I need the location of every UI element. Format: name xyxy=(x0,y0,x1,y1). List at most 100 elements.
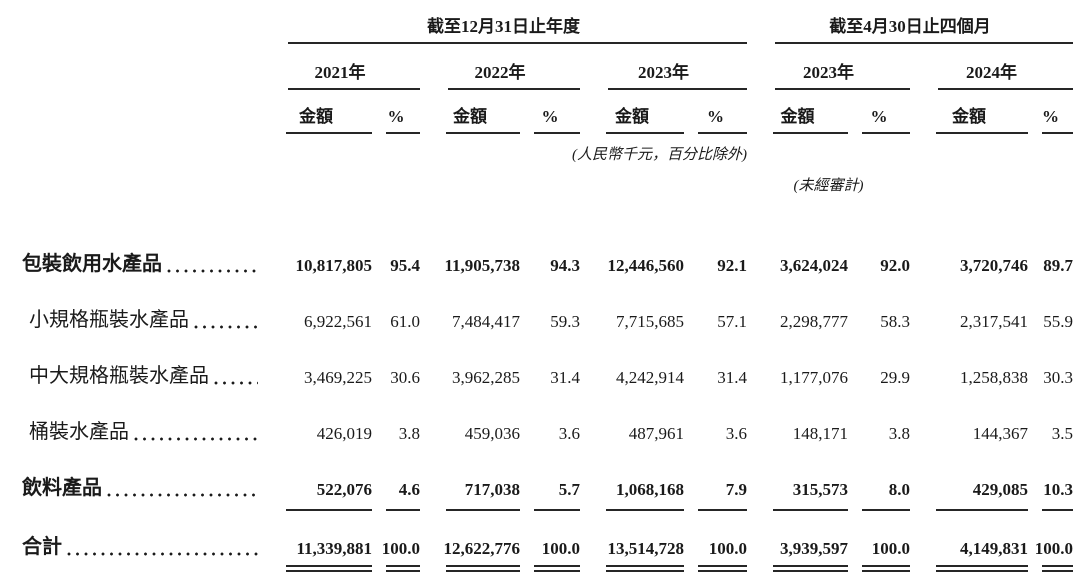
percent-cell: 31.4 xyxy=(550,368,580,387)
amount-cell: 7,484,417 xyxy=(452,312,520,331)
amount-header: 金額 xyxy=(260,90,372,134)
percent-cell: 100.0 xyxy=(848,511,910,572)
percent-cell: 31.4 xyxy=(717,368,747,387)
percent-cell: 57.1 xyxy=(717,312,747,331)
year-header-row: 2021年 2022年 2023年 2023年 2024年 xyxy=(10,44,1073,90)
percent-cell: 3.6 xyxy=(725,424,747,443)
percent-header: % xyxy=(520,90,580,134)
percent-cell: 8.0 xyxy=(848,455,910,511)
amount-header: 金額 xyxy=(910,90,1028,134)
year-header-2023: 2023年 xyxy=(580,44,747,90)
amount-cell: 1,068,168 xyxy=(580,455,684,511)
dot-leader xyxy=(134,437,258,441)
year-header-2023-4m: 2023年 xyxy=(747,44,910,90)
percent-cell: 5.7 xyxy=(520,455,580,511)
amount-header: 金額 xyxy=(420,90,520,134)
amount-cell: 522,076 xyxy=(260,455,372,511)
amount-cell: 2,298,777 xyxy=(780,312,848,331)
percent-cell: 30.3 xyxy=(1043,368,1073,387)
percent-cell: 100.0 xyxy=(684,511,747,572)
table-row-barreled-water: 桶裝水產品 426,019 3.8 459,036 3.6 487,961 3.… xyxy=(10,399,1073,455)
amount-cell: 3,962,285 xyxy=(452,368,520,387)
percent-cell: 3.8 xyxy=(398,424,420,443)
amount-cell: 6,922,561 xyxy=(304,312,372,331)
header-spacer xyxy=(10,90,260,134)
revenue-table: 截至12月31日止年度 截至4月30日止四個月 2021年 2022年 2023… xyxy=(10,6,1073,572)
amount-cell: 12,446,560 xyxy=(607,256,685,275)
year-header-2022: 2022年 xyxy=(420,44,580,90)
percent-cell: 95.4 xyxy=(390,256,420,275)
unaudited-note: (未經審計) xyxy=(793,178,864,194)
amount-cell: 7,715,685 xyxy=(616,312,684,331)
percent-cell: 30.6 xyxy=(390,368,420,387)
percent-cell: 89.7 xyxy=(1043,256,1073,275)
amount-cell: 3,939,597 xyxy=(747,511,848,572)
percent-cell: 29.9 xyxy=(880,368,910,387)
amount-cell: 459,036 xyxy=(464,424,520,443)
row-label-text: 包裝飲用水產品 xyxy=(22,253,162,275)
group-header-annual: 截至12月31日止年度 xyxy=(260,6,747,44)
amount-cell: 11,339,881 xyxy=(260,511,372,572)
percent-cell: 92.0 xyxy=(880,256,910,275)
column-header-row: 金額 % 金額 % 金額 % 金額 % 金額 % xyxy=(10,90,1073,134)
unaudited-note-row: (未經審計) xyxy=(10,164,1073,195)
year-header-2021: 2021年 xyxy=(260,44,420,90)
amount-cell: 487,961 xyxy=(628,424,684,443)
percent-cell: 3.8 xyxy=(888,424,910,443)
row-label-text: 桶裝水產品 xyxy=(29,421,129,443)
table-row-total: 合計 11,339,881 100.0 12,622,776 100.0 13,… xyxy=(10,511,1073,572)
percent-header: % xyxy=(684,90,747,134)
amount-cell: 426,019 xyxy=(316,424,372,443)
row-label: 飲料產品 xyxy=(10,455,260,511)
table-row-medium-large-bottled-water: 中大規格瓶裝水產品 3,469,225 30.6 3,962,285 31.4 … xyxy=(10,343,1073,399)
row-label: 合計 xyxy=(10,511,260,572)
percent-cell: 7.9 xyxy=(684,455,747,511)
amount-cell: 10,817,805 xyxy=(295,256,373,275)
dot-leader xyxy=(214,381,258,385)
amount-cell: 1,177,076 xyxy=(780,368,848,387)
row-label-text: 合計 xyxy=(22,536,62,558)
amount-cell: 148,171 xyxy=(792,424,848,443)
percent-cell: 59.3 xyxy=(550,312,580,331)
dot-leader xyxy=(194,325,258,329)
table-row-small-bottled-water: 小規格瓶裝水產品 6,922,561 61.0 7,484,417 59.3 7… xyxy=(10,287,1073,343)
percent-header: % xyxy=(848,90,910,134)
amount-cell: 429,085 xyxy=(910,455,1028,511)
dot-leader xyxy=(67,552,258,556)
amount-cell: 12,622,776 xyxy=(420,511,520,572)
header-spacer xyxy=(10,44,260,90)
amount-header: 金額 xyxy=(580,90,684,134)
percent-cell: 100.0 xyxy=(520,511,580,572)
units-note-row: (人民幣千元，百分比除外) xyxy=(10,134,1073,164)
dot-leader xyxy=(107,493,258,497)
percent-cell: 94.3 xyxy=(550,256,580,275)
spacer-row xyxy=(10,195,1073,231)
row-label: 桶裝水產品 xyxy=(10,399,260,455)
row-label-text: 小規格瓶裝水產品 xyxy=(29,309,189,331)
row-label: 小規格瓶裝水產品 xyxy=(10,287,260,343)
amount-cell: 3,469,225 xyxy=(304,368,372,387)
percent-cell: 100.0 xyxy=(1028,511,1073,572)
percent-header: % xyxy=(372,90,420,134)
amount-cell: 2,317,541 xyxy=(960,312,1028,331)
amount-cell: 13,514,728 xyxy=(580,511,684,572)
table-row-beverage-products: 飲料產品 522,076 4.6 717,038 5.7 1,068,168 7… xyxy=(10,455,1073,511)
percent-cell: 3.5 xyxy=(1051,424,1073,443)
amount-header: 金額 xyxy=(747,90,848,134)
percent-cell: 100.0 xyxy=(372,511,420,572)
percent-cell: 4.6 xyxy=(372,455,420,511)
percent-cell: 58.3 xyxy=(880,312,910,331)
percent-header: % xyxy=(1028,90,1073,134)
dot-leader xyxy=(167,269,258,273)
group-header-row: 截至12月31日止年度 截至4月30日止四個月 xyxy=(10,6,1073,44)
header-spacer xyxy=(10,6,260,44)
row-label-text: 飲料產品 xyxy=(22,477,102,499)
amount-cell: 1,258,838 xyxy=(960,368,1028,387)
amount-cell: 3,720,746 xyxy=(960,256,1028,275)
table-row-packaged-water: 包裝飲用水產品 10,817,805 95.4 11,905,738 94.3 … xyxy=(10,231,1073,287)
year-header-2024-4m: 2024年 xyxy=(910,44,1073,90)
percent-cell: 10.3 xyxy=(1028,455,1073,511)
percent-cell: 3.6 xyxy=(558,424,580,443)
amount-cell: 144,367 xyxy=(972,424,1028,443)
amount-cell: 4,149,831 xyxy=(910,511,1028,572)
